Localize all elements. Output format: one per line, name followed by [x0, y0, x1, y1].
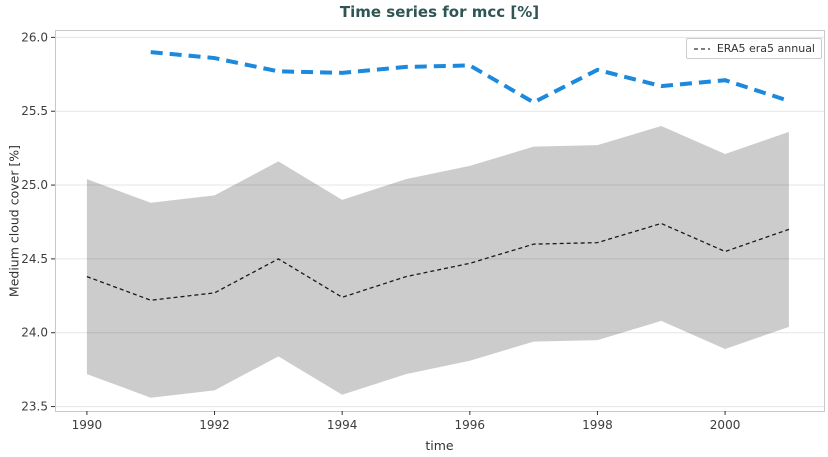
y-tick-label: 25.0 — [21, 178, 48, 192]
x-axis-label: time — [425, 438, 454, 453]
y-tick-label: 24.5 — [21, 252, 48, 266]
plot-border — [55, 30, 825, 412]
y-axis-label: Medium cloud cover [%] — [6, 144, 22, 298]
x-tick-label: 2000 — [710, 418, 741, 432]
y-tick-label: 25.5 — [21, 104, 48, 118]
y-tick-label: 26.0 — [21, 30, 48, 44]
x-tick-label: 1996 — [455, 418, 486, 432]
uncertainty-band — [86, 125, 789, 398]
chart-title: Time series for mcc [%] — [339, 3, 540, 21]
x-tick-label: 1998 — [582, 418, 613, 432]
y-tick-label: 24.0 — [21, 326, 48, 340]
legend-label: ERA5 era5 annual — [716, 42, 815, 55]
x-tick-label: 1992 — [199, 418, 230, 432]
x-tick-label: 1994 — [327, 418, 358, 432]
blue-dashed-line — [150, 50, 790, 105]
era5-annual-line — [86, 222, 790, 301]
x-tick-label: 1990 — [72, 418, 103, 432]
legend-dashed-line-icon — [694, 47, 710, 50]
legend: ERA5 era5 annual — [686, 38, 822, 59]
y-tick-label: 23.5 — [21, 400, 48, 414]
